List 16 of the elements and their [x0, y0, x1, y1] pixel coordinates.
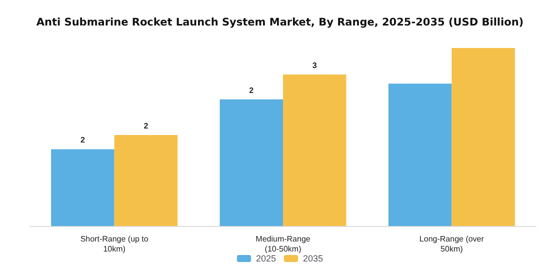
x-tick-label: Medium-Range (10-50km): [256, 234, 311, 254]
data-label: 2: [144, 121, 149, 130]
bar: [452, 48, 515, 226]
data-label: 3: [312, 60, 318, 70]
legend-label: 2025: [256, 254, 276, 264]
bar: [283, 74, 346, 226]
x-tick-label: Long-Range (over 50km): [419, 234, 484, 254]
bar: [388, 84, 452, 226]
bar: [220, 99, 283, 226]
data-label: 2: [249, 86, 254, 95]
data-label: 2: [80, 136, 86, 145]
legend-label: 2035: [303, 254, 324, 264]
chart-title: Anti Submarine Rocket Launch System Market, By Range, 2025-2035 (USD Billion): [36, 16, 524, 28]
x-tick-label: Short-Range (up to 10km): [80, 234, 149, 254]
bar: [114, 134, 178, 226]
bar: [51, 149, 114, 226]
